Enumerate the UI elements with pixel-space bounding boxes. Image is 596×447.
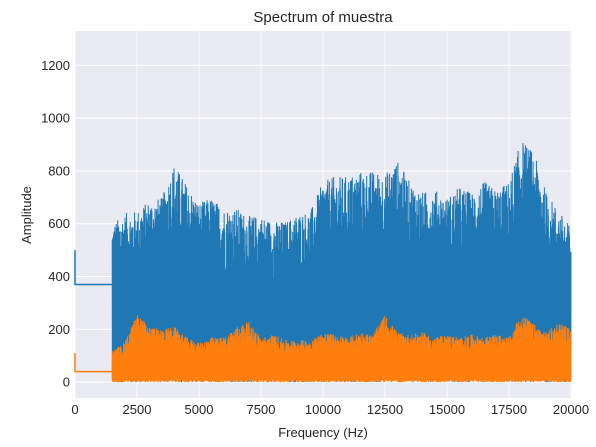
x-tick-label: 2500 [123, 402, 152, 417]
series-layer [74, 143, 572, 383]
y-tick-label: 800 [48, 163, 70, 178]
y-tick-label: 1200 [41, 58, 70, 73]
y-tick-label: 0 [63, 375, 70, 390]
y-axis-label: Amplitude [19, 186, 34, 244]
series-2-spectrum-line [111, 315, 572, 383]
x-tick-label: 20000 [553, 402, 589, 417]
y-tick-label: 600 [48, 216, 70, 231]
x-tick-label: 17500 [491, 402, 527, 417]
x-axis-label: Frequency (Hz) [278, 425, 368, 440]
chart-title: Spectrum of muestra [253, 9, 393, 26]
series-1-start-line [74, 250, 113, 286]
series-2 [74, 315, 572, 383]
x-tick-label: 5000 [185, 402, 214, 417]
series-1-spectrum-line [111, 143, 572, 383]
x-tick-label: 15000 [429, 402, 465, 417]
series-1 [74, 143, 572, 383]
y-tick-label: 400 [48, 269, 70, 284]
x-tick-label: 0 [71, 402, 78, 417]
y-tick-label: 200 [48, 322, 70, 337]
y-tick-labels: 0 200 400 600 800 1000 1200 [41, 58, 70, 390]
y-tick-label: 1000 [41, 111, 70, 126]
series-2-start-line [74, 353, 113, 373]
x-tick-label: 7500 [247, 402, 276, 417]
x-tick-label: 10000 [305, 402, 341, 417]
x-tick-label: 12500 [367, 402, 403, 417]
x-tick-labels: 0 2500 5000 7500 10000 12500 15000 17500 20000 [71, 402, 589, 417]
